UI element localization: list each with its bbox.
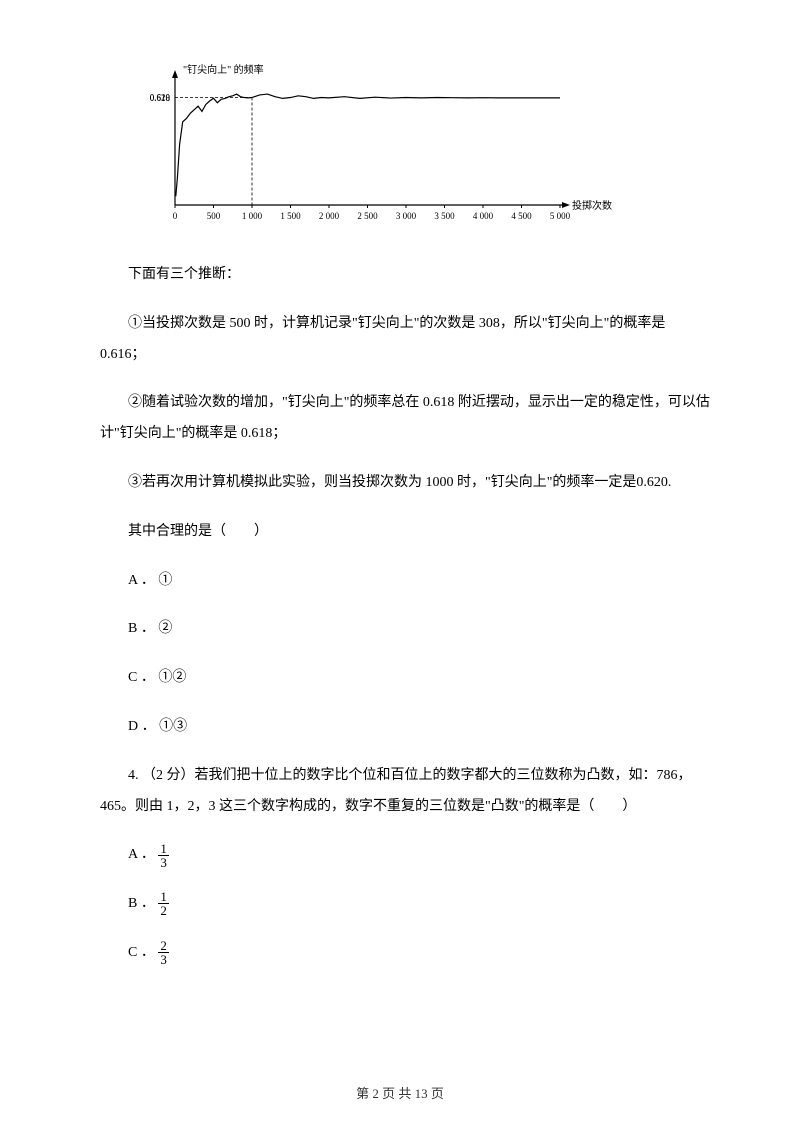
svg-text:"钉尖向上" 的频率: "钉尖向上" 的频率 xyxy=(183,63,264,76)
statement-1: ①当投掷次数是 500 时，计算机记录"钉尖向上"的次数是 308，所以"钉尖向… xyxy=(100,309,710,371)
fraction-1-2: 1 2 xyxy=(158,890,169,917)
option-d: D ． ①③ xyxy=(100,712,710,743)
svg-text:2 000: 2 000 xyxy=(319,211,340,221)
question-prompt: 其中合理的是（ ） xyxy=(100,517,710,548)
frequency-chart: "钉尖向上" 的频率投掷次数 0 500 1 000 1 500 2 000 2 500 3 … xyxy=(120,60,710,235)
svg-text:1 000: 1 000 xyxy=(242,211,263,221)
statement-3: ③若再次用计算机模拟此实验，则当投掷次数为 1000 时，"钉尖向上"的频率一定… xyxy=(100,468,710,499)
svg-text:0: 0 xyxy=(173,211,178,221)
page-footer: 第 2 页 共 13 页 xyxy=(0,1083,800,1102)
fraction-1-3: 1 3 xyxy=(158,842,169,869)
q4-optA-prefix: A ． xyxy=(128,847,158,862)
question-4: 4. （2 分）若我们把十位上的数字比个位和百位上的数字都大的三位数称为凸数，如… xyxy=(100,761,710,823)
fraction-2-3: 2 3 xyxy=(158,939,169,966)
svg-text:2 500: 2 500 xyxy=(357,211,378,221)
svg-text:3 500: 3 500 xyxy=(434,211,455,221)
svg-text:500: 500 xyxy=(207,211,221,221)
svg-text:3 000: 3 000 xyxy=(396,211,417,221)
svg-text:投掷次数: 投掷次数 xyxy=(572,199,612,212)
q4-optC-prefix: C ． xyxy=(128,945,158,960)
svg-text:1 500: 1 500 xyxy=(280,211,301,221)
intro-text: 下面有三个推断： xyxy=(100,260,710,291)
q4-optB-prefix: B ． xyxy=(128,896,158,911)
svg-text:4 500: 4 500 xyxy=(511,211,532,221)
q4-option-c: C ． 2 3 xyxy=(100,938,710,969)
svg-text:5 000: 5 000 xyxy=(550,211,571,221)
q4-option-a: A ． 1 3 xyxy=(100,840,710,871)
q4-option-b: B ． 1 2 xyxy=(100,889,710,920)
statement-2: ②随着试验次数的增加，"钉尖向上"的频率总在 0.618 附近摆动，显示出一定的… xyxy=(100,388,710,450)
option-a: A ． ① xyxy=(100,566,710,597)
option-c: C ． ①② xyxy=(100,663,710,694)
svg-text:0.618: 0.618 xyxy=(150,93,171,103)
option-b: B ． ② xyxy=(100,614,710,645)
svg-text:4 000: 4 000 xyxy=(473,211,494,221)
